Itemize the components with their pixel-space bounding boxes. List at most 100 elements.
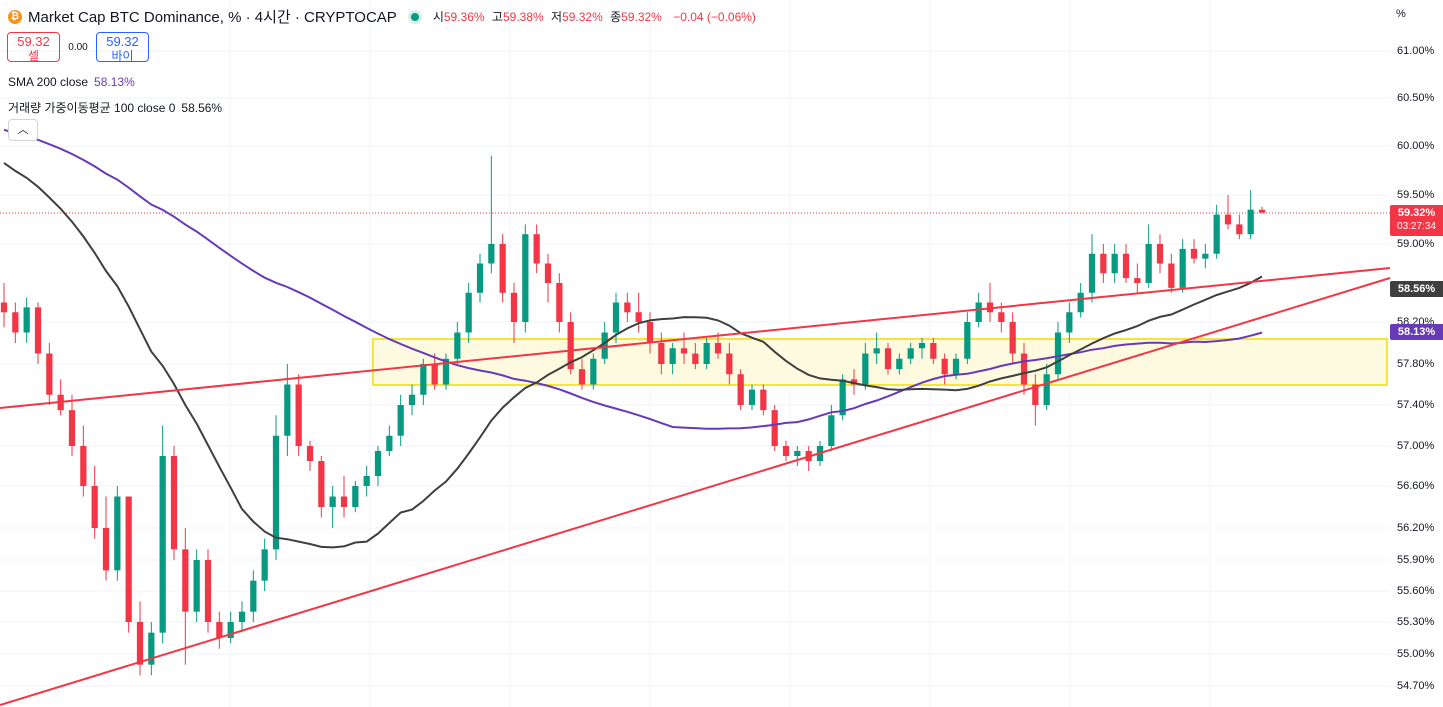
axis-tick-label: 56.20% bbox=[1397, 522, 1435, 534]
candle-body bbox=[12, 312, 19, 333]
candlestick-series bbox=[0, 155, 1266, 676]
sell-button[interactable]: 59.32 셀 bbox=[7, 32, 60, 63]
chart-grid bbox=[0, 0, 1390, 707]
candle-body bbox=[1258, 209, 1266, 213]
candle-body bbox=[646, 322, 654, 343]
candle-body bbox=[1077, 292, 1084, 313]
change-value: −0.04 (−0.06%) bbox=[673, 10, 756, 24]
axis-tick-label: 61.00% bbox=[1397, 45, 1435, 57]
low-value: 59.32% bbox=[562, 10, 603, 24]
axis-tick-label: 56.60% bbox=[1397, 480, 1435, 492]
axis-tick-label: 57.80% bbox=[1397, 358, 1435, 370]
candle-body bbox=[828, 415, 835, 446]
candle-body bbox=[68, 410, 76, 446]
candle-body bbox=[159, 456, 166, 633]
indicator-label: 거래량 가중이동평균 100 close 0 bbox=[8, 101, 176, 115]
high-value: 59.38% bbox=[502, 10, 544, 24]
candle-body bbox=[1111, 253, 1118, 274]
trendline-support bbox=[0, 277, 1391, 706]
candle-body bbox=[148, 632, 155, 665]
candle-body bbox=[635, 312, 642, 322]
candle-body bbox=[318, 461, 325, 507]
candle-body bbox=[23, 307, 30, 333]
buy-sell-panel: 59.32 셀 0.00 59.32 바이 bbox=[7, 32, 149, 63]
candle-body bbox=[454, 332, 461, 359]
candle-body bbox=[601, 332, 608, 359]
candle-body bbox=[238, 611, 246, 622]
candle-body bbox=[1156, 244, 1164, 264]
candle-body bbox=[1145, 244, 1152, 283]
candle-body bbox=[658, 343, 665, 364]
candle-body bbox=[1100, 253, 1107, 274]
candle-body bbox=[1224, 214, 1232, 225]
candle-body bbox=[522, 234, 529, 322]
indicator-value: 58.13% bbox=[94, 75, 135, 89]
candle-body bbox=[862, 353, 869, 385]
candle-body bbox=[760, 389, 767, 411]
candle-body bbox=[907, 348, 914, 359]
candle-body bbox=[408, 394, 416, 405]
candle-body bbox=[0, 302, 8, 313]
candle-body bbox=[567, 322, 574, 370]
candle-body bbox=[794, 451, 801, 456]
indicator-label: SMA 200 close bbox=[8, 75, 89, 89]
candle-body bbox=[1020, 353, 1028, 385]
candle-body bbox=[374, 451, 382, 476]
candle-body bbox=[216, 622, 223, 638]
candle-body bbox=[1054, 332, 1062, 375]
candle-body bbox=[544, 263, 552, 283]
axis-tick-label: 57.40% bbox=[1397, 399, 1435, 411]
candle-body bbox=[1088, 253, 1096, 293]
candle-body bbox=[964, 322, 971, 359]
symbol-title[interactable]: Market Cap BTC Dominance, % · 4시간 · CRYP… bbox=[28, 9, 397, 26]
support-zone bbox=[372, 338, 1388, 386]
axis-tick-label: 55.90% bbox=[1397, 554, 1435, 566]
candle-body bbox=[624, 302, 631, 313]
candle-body bbox=[839, 379, 846, 416]
candle-body bbox=[182, 549, 189, 612]
indicator-sma200[interactable]: SMA 200 close 58.13% bbox=[8, 75, 135, 89]
axis-tick-label: 54.70% bbox=[1397, 680, 1435, 692]
candle-body bbox=[703, 343, 710, 364]
buy-button[interactable]: 59.32 바이 bbox=[96, 32, 149, 63]
market-open-dot-icon bbox=[410, 12, 419, 21]
candle-body bbox=[261, 549, 268, 581]
indicator-vwma100[interactable]: 거래량 가중이동평균 100 close 0 58.56% bbox=[8, 99, 222, 116]
candle-body bbox=[748, 389, 756, 405]
candle-body bbox=[1190, 248, 1198, 259]
candle-body bbox=[193, 560, 200, 612]
candle-body bbox=[1134, 278, 1141, 283]
axis-tick-label: 59.50% bbox=[1397, 189, 1435, 201]
candle-body bbox=[612, 302, 620, 333]
candle-body bbox=[578, 369, 586, 385]
candle-body bbox=[476, 263, 484, 293]
candle-body bbox=[692, 353, 699, 364]
candle-body bbox=[102, 528, 110, 571]
candle-body bbox=[556, 283, 563, 322]
candle-body bbox=[975, 302, 982, 322]
candle-body bbox=[1179, 248, 1186, 288]
candle-body bbox=[170, 456, 178, 550]
chevron-up-icon[interactable]: ︿ bbox=[8, 119, 38, 141]
candle-body bbox=[726, 353, 733, 375]
sma-price-tag: 58.13% bbox=[1390, 324, 1443, 340]
candle-body bbox=[204, 560, 212, 622]
last-price-tag: 59.32% 03:27:34 bbox=[1390, 205, 1443, 236]
candle-body bbox=[533, 234, 540, 264]
candle-body bbox=[227, 622, 234, 638]
candle-body bbox=[930, 343, 937, 359]
axis-tick-label: 55.00% bbox=[1397, 648, 1435, 660]
indicator-value: 58.56% bbox=[181, 101, 223, 115]
axis-unit[interactable]: % bbox=[1396, 8, 1406, 20]
candle-body bbox=[397, 405, 404, 436]
axis-tick-label: 59.00% bbox=[1397, 238, 1435, 250]
candle-body bbox=[306, 446, 314, 461]
spread-value: 0.00 bbox=[68, 41, 88, 53]
candle-body bbox=[918, 343, 926, 349]
bitcoin-icon: ₿ bbox=[8, 9, 22, 24]
candle-body bbox=[34, 307, 42, 354]
candle-body bbox=[420, 364, 427, 395]
candle-body bbox=[850, 379, 858, 385]
axis-tick-label: 60.50% bbox=[1397, 92, 1435, 104]
